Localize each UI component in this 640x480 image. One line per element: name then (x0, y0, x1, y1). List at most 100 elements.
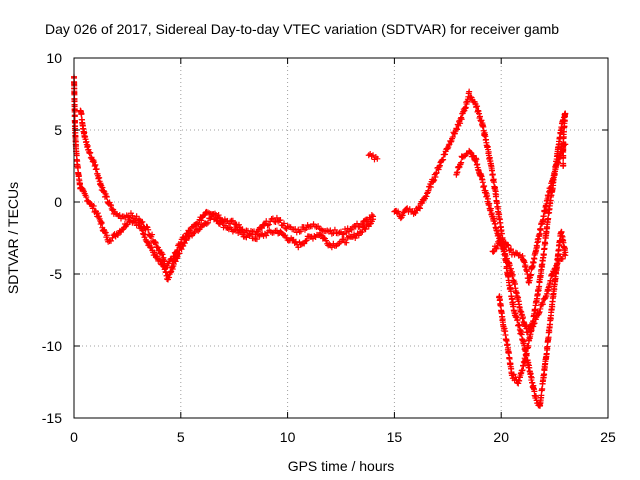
series-track-g (489, 141, 569, 286)
data-point (116, 212, 123, 219)
data-point (359, 228, 366, 235)
data-point (469, 153, 476, 160)
data-point (445, 142, 452, 149)
data-point (343, 229, 350, 236)
data-point (328, 244, 335, 251)
data-point (528, 327, 535, 334)
data-point (215, 212, 222, 219)
data-point (432, 174, 439, 181)
data-point (512, 249, 519, 256)
data-point (303, 237, 310, 244)
data-point (559, 255, 566, 262)
data-point (466, 88, 473, 95)
data-point (144, 239, 151, 246)
data-point (539, 385, 546, 392)
data-point (500, 244, 507, 251)
data-point (505, 242, 512, 249)
axis-ticks: 0 5 10 15 20 25 -15 -10 -5 0 5 10 (42, 50, 616, 445)
data-point (78, 110, 85, 117)
data-point (323, 237, 330, 244)
data-point (169, 256, 176, 263)
data-point (537, 305, 544, 312)
data-point (359, 221, 366, 228)
data-point (507, 246, 514, 253)
data-point (562, 252, 569, 259)
data-point (91, 159, 98, 166)
data-point (522, 356, 529, 363)
data-point (374, 155, 381, 162)
data-point (302, 238, 309, 245)
data-point (486, 200, 493, 207)
data-point (467, 149, 474, 156)
data-point (487, 205, 494, 212)
data-point (553, 260, 560, 267)
data-point (440, 156, 447, 163)
data-point (198, 217, 205, 224)
data-point (451, 130, 458, 137)
data-point (504, 241, 511, 248)
data-point (423, 193, 430, 200)
data-point (431, 176, 438, 183)
data-point (263, 232, 270, 239)
data-point (143, 223, 150, 230)
data-point (458, 159, 465, 166)
data-point (99, 184, 106, 191)
data-point (362, 226, 369, 233)
x-tick-label: 15 (387, 429, 403, 445)
y-tick-label: -10 (42, 338, 62, 354)
data-point (355, 232, 362, 239)
data-point (169, 257, 176, 264)
series-track-b (77, 107, 377, 271)
data-point (292, 238, 299, 245)
data-point (473, 156, 480, 163)
data-point (182, 233, 189, 240)
series-track-d (391, 88, 569, 409)
data-point (536, 310, 543, 317)
data-point (85, 148, 92, 155)
data-point (510, 301, 517, 308)
data-point (227, 218, 234, 225)
series-track-a (71, 73, 377, 283)
data-point (139, 218, 146, 225)
data-point (499, 236, 506, 243)
y-tick-label: -15 (42, 410, 62, 426)
data-point (152, 240, 159, 247)
data-point (96, 213, 103, 220)
x-axis-label: GPS time / hours (288, 458, 395, 474)
data-point (348, 226, 355, 233)
data-point (138, 220, 145, 227)
data-point (436, 162, 443, 169)
data-point (399, 212, 406, 219)
data-point (108, 237, 115, 244)
data-point (265, 221, 272, 228)
data-point (552, 265, 559, 272)
x-tick-label: 25 (600, 429, 616, 445)
data-point (235, 221, 242, 228)
data-point (562, 141, 569, 148)
grid (74, 58, 608, 418)
data-point (430, 177, 437, 184)
data-point (489, 171, 496, 178)
data-point (370, 213, 377, 220)
data-point (550, 269, 557, 276)
data-point (467, 149, 474, 156)
data-point (177, 241, 184, 248)
data-point (560, 145, 567, 152)
data-point (514, 316, 521, 323)
data-point (537, 227, 544, 234)
data-point (277, 217, 284, 224)
series-track-c (365, 151, 381, 163)
data-point (532, 393, 539, 400)
data-point (484, 192, 491, 199)
y-tick-label: 0 (54, 194, 62, 210)
data-point (425, 187, 432, 194)
data-point (449, 134, 456, 141)
data-point (436, 163, 443, 170)
data-point (86, 150, 93, 157)
data-point (416, 204, 423, 211)
data-point (355, 223, 362, 230)
data-point (253, 236, 260, 243)
data-point (454, 169, 461, 176)
data-point (536, 308, 543, 315)
